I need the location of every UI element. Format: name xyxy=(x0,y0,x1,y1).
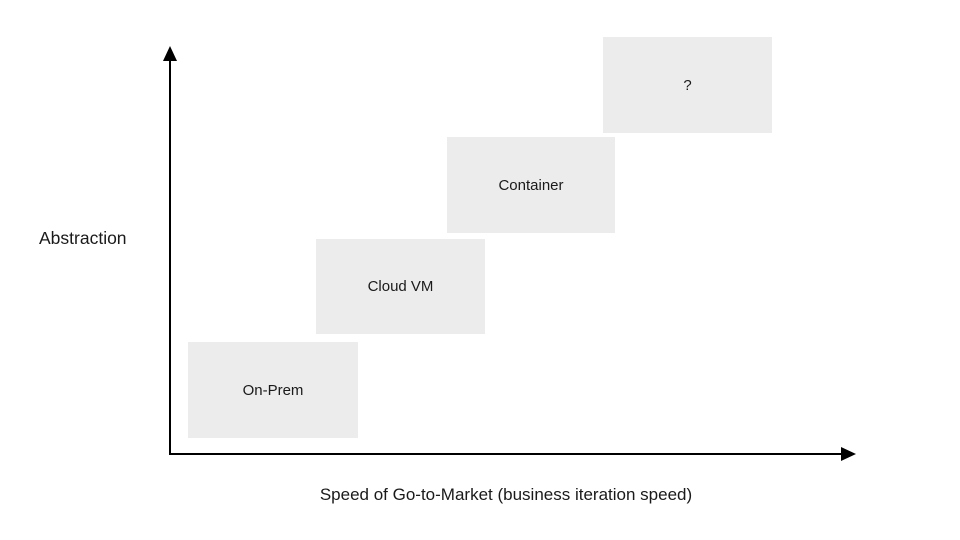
y-axis-line xyxy=(169,58,171,455)
step-box-cloud-vm: Cloud VM xyxy=(316,239,485,334)
arrow-up-icon xyxy=(163,46,177,61)
step-box-label: ? xyxy=(683,76,692,94)
step-box-label: On-Prem xyxy=(242,381,304,399)
arrow-right-icon xyxy=(841,447,856,461)
step-box-label: Cloud VM xyxy=(367,278,434,295)
x-axis-label: Speed of Go-to-Market (business iteratio… xyxy=(319,485,693,504)
x-axis-line xyxy=(169,453,843,455)
step-box-label: Container xyxy=(498,176,564,194)
step-box-question-mark: ? xyxy=(603,37,772,133)
step-box-on-prem: On-Prem xyxy=(188,342,358,438)
step-box-container: Container xyxy=(447,137,615,233)
y-axis-label: Abstraction xyxy=(39,228,127,248)
